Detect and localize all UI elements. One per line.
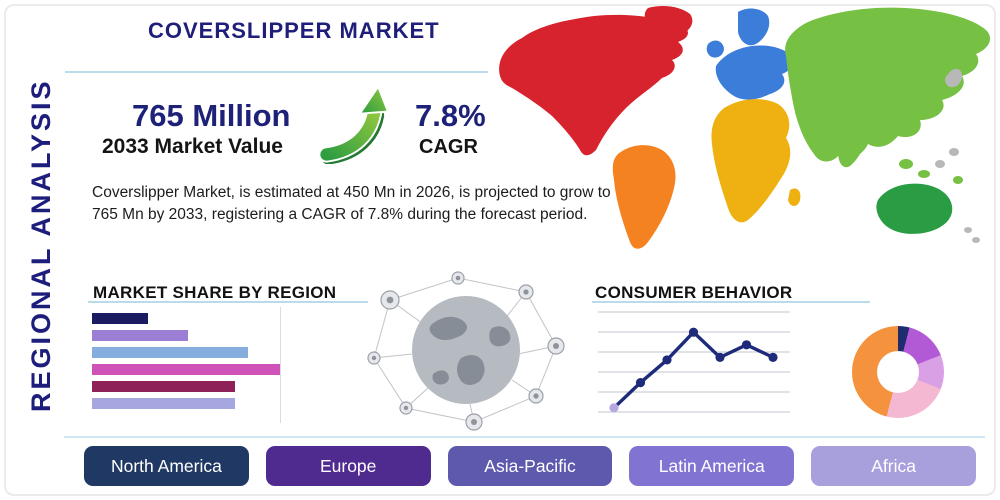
cagr-label: CAGR (419, 136, 478, 158)
region-button-europe[interactable]: Europe (265, 446, 431, 486)
map-africa (711, 99, 791, 223)
region-bar-6 (92, 398, 235, 409)
region-bar-3 (92, 347, 248, 358)
market-value-label: 2033 Market Value (102, 135, 283, 158)
region-button-asia-pacific[interactable]: Asia-Pacific (447, 446, 613, 486)
trend-marker-3 (662, 355, 672, 365)
bar-gridline (280, 307, 281, 423)
trend-marker-2 (635, 378, 646, 388)
donut-chart (852, 326, 944, 418)
consumer-behavior-underline (592, 301, 870, 303)
map-europe (715, 45, 794, 100)
region-button-north-america[interactable]: North America (84, 446, 249, 486)
market-share-underline (88, 301, 368, 303)
consumer-behavior-heading: CONSUMER BEHAVIOR (595, 283, 793, 302)
world-map (499, 6, 991, 249)
region-bar-4 (92, 364, 280, 375)
region-buttons: North America Europe Asia-Pacific Latin Ame… (84, 446, 976, 486)
map-madagascar (788, 188, 801, 206)
map-south-america (612, 145, 676, 249)
globe-landmasses (429, 316, 511, 385)
trend-marker-5 (715, 352, 725, 362)
trend-marker-1 (609, 403, 619, 413)
map-north-america (499, 14, 688, 156)
map-australia (876, 183, 953, 234)
growth-arrow-icon (318, 85, 390, 164)
divider-bottom (64, 436, 985, 438)
market-description: Coverslipper Market, is estimated at 450… (92, 184, 611, 224)
trend-marker-6 (741, 340, 752, 350)
divider-top (65, 71, 488, 73)
page-title: COVERSLIPPER MARKET (148, 18, 440, 43)
region-button-africa[interactable]: Africa (811, 446, 976, 486)
region-bar-2 (92, 330, 188, 341)
map-india (836, 118, 867, 168)
market-share-heading: MARKET SHARE BY REGION (93, 283, 337, 302)
region-button-latin-america[interactable]: Latin America (629, 446, 795, 486)
trend-marker-7 (768, 352, 778, 362)
market-value: 765 Million (132, 98, 291, 133)
map-japan (945, 68, 962, 88)
cagr-value: 7.8% (415, 98, 486, 133)
map-scandinavia (738, 8, 770, 46)
map-greenland (644, 6, 693, 37)
vertical-section-label: REGIONAL ANALYSIS (26, 78, 56, 412)
trend-marker-4 (688, 327, 699, 337)
network-node-dots (371, 275, 559, 425)
donut-hole (877, 351, 919, 393)
region-bar-5 (92, 381, 235, 392)
region-bar-chart (92, 307, 282, 423)
map-se-asia-islands (899, 68, 963, 184)
region-bar-1 (92, 313, 148, 324)
map-uk (706, 40, 724, 58)
map-new-zealand (964, 227, 980, 243)
globe-network-graphic (367, 271, 565, 431)
consumer-line-chart (598, 311, 790, 413)
map-asia (785, 7, 991, 162)
globe-sphere (412, 296, 520, 404)
